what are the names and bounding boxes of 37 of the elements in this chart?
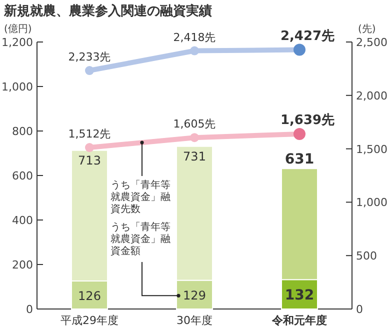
chart-title: 新規就農、農業参入関連の融資実績 — [3, 3, 212, 19]
point — [85, 66, 94, 76]
x-tick-label: 令和元年度 — [271, 314, 327, 327]
y2-tick-label: 0 — [356, 303, 363, 316]
x-tick-label: 30年度 — [176, 314, 212, 327]
y-axis-title: (億円) — [4, 23, 32, 35]
y2-tick-label: 1,000 — [356, 196, 388, 210]
data-label: 2,233先 — [68, 50, 111, 64]
data-label: 2,418先 — [173, 30, 216, 44]
y-tick-label: 600 — [12, 170, 33, 182]
data-label: 1,605先 — [173, 118, 216, 131]
annotation: うち「青年等就農資金」融資先数 — [110, 179, 170, 215]
x-tick-label: 平成29年度 — [60, 314, 118, 327]
y-tick-label: 800 — [12, 125, 33, 138]
y2-tick-label: 2,000 — [356, 89, 388, 102]
y-tick-label: 200 — [12, 258, 33, 272]
total-label: 713 — [78, 153, 101, 168]
data-label: 1,512先 — [68, 128, 111, 141]
total-label: 631 — [284, 152, 314, 168]
y-tick-label: 1,000 — [2, 80, 33, 94]
data-label: 126 — [78, 288, 101, 303]
data-label: 132 — [284, 287, 314, 304]
y2-tick-label: 500 — [356, 250, 377, 263]
point — [190, 133, 199, 142]
point — [190, 46, 199, 56]
y2-tick-label: 1,500 — [356, 142, 388, 156]
data-label: 1,639先 — [280, 112, 335, 128]
y-tick-label: 1,200 — [2, 36, 33, 49]
y-tick-label: 400 — [12, 214, 33, 227]
y-tick-label: 0 — [26, 303, 33, 316]
annotation: うち「青年等就農資金」融資金額 — [110, 221, 170, 257]
y2-axis-title: (先) — [358, 23, 376, 35]
data-label: 129 — [183, 288, 206, 303]
y2-tick-label: 2,500 — [356, 36, 388, 49]
point — [85, 143, 94, 152]
data-label: 2,427先 — [280, 28, 335, 44]
total-label: 731 — [183, 149, 206, 164]
